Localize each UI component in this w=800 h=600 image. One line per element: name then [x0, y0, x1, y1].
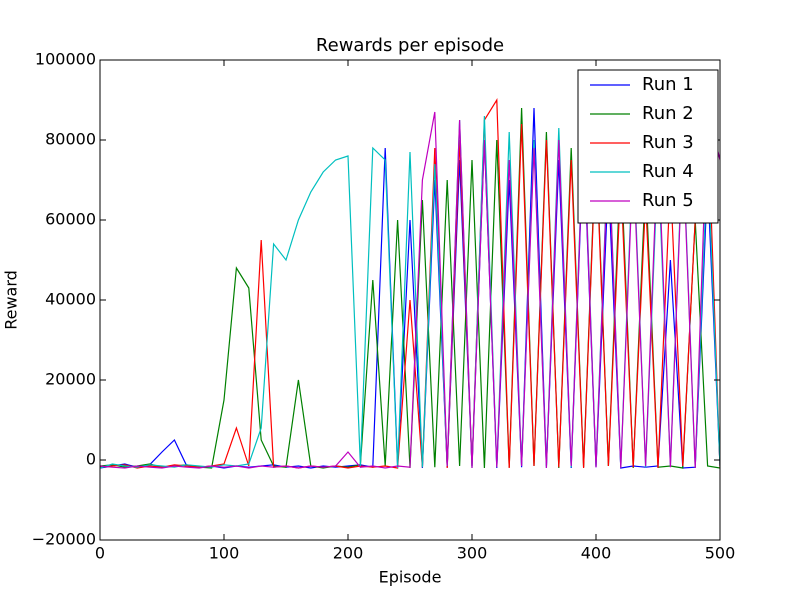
- y-axis-label: Reward: [2, 270, 21, 330]
- y-tick-label: 100000: [35, 50, 96, 69]
- legend-label: Run 4: [642, 161, 694, 182]
- legend-box: [577, 69, 719, 224]
- y-tick-label: 40000: [45, 290, 96, 309]
- x-tick-label: 500: [705, 544, 736, 563]
- legend-label: Run 1: [642, 74, 694, 95]
- chart-title: Rewards per episode: [316, 35, 504, 56]
- x-tick-label: 400: [581, 544, 612, 563]
- legend-label: Run 2: [642, 103, 694, 124]
- y-tick-label: 0: [86, 450, 96, 469]
- x-tick-label: 200: [333, 544, 364, 563]
- y-tick-label: 20000: [45, 370, 96, 389]
- y-tick-label: 60000: [45, 210, 96, 229]
- x-tick-label: 300: [457, 544, 488, 563]
- y-tick-label: −20000: [32, 530, 96, 549]
- x-axis-label: Episode: [379, 568, 442, 587]
- x-tick-label: 100: [209, 544, 240, 563]
- legend-label: Run 3: [642, 132, 694, 153]
- y-tick-label: 80000: [45, 130, 96, 149]
- series-line: [100, 107, 720, 469]
- legend-label: Run 5: [642, 190, 694, 211]
- plot-lines: [100, 98, 720, 469]
- x-tick-label: 0: [95, 544, 105, 563]
